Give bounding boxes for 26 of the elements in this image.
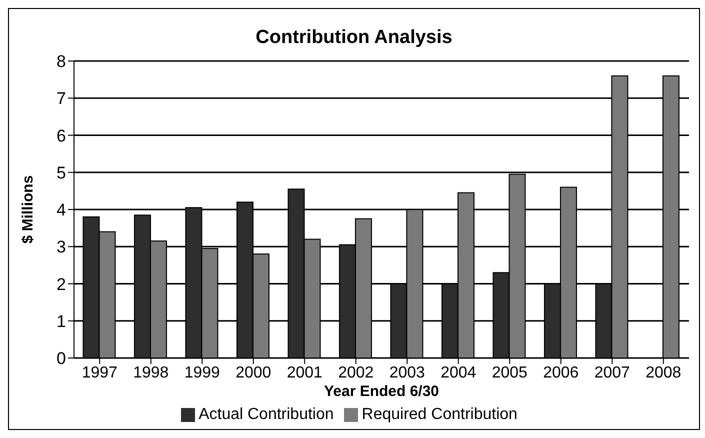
y-tick-label: 4 [56, 200, 66, 220]
y-tick-label: 7 [56, 89, 66, 108]
x-tick-label: 2006 [543, 364, 579, 382]
legend-label: Required Contribution [362, 406, 518, 423]
x-tick-label: 2005 [492, 364, 528, 382]
chart-title: Contribution Analysis [254, 27, 454, 49]
legend-label: Actual Contribution [198, 406, 334, 423]
x-tick-label: 2007 [594, 364, 630, 382]
x-tick-label: 2002 [338, 364, 374, 382]
y-tick-label: 8 [56, 52, 66, 72]
y-tick-label: 5 [56, 163, 66, 182]
x-tick-label: 2008 [646, 364, 682, 382]
y-tick-label: 6 [56, 126, 66, 146]
x-tick-label: 1999 [184, 364, 220, 382]
x-tick-label: 1997 [82, 364, 118, 382]
y-tick-label: 2 [56, 274, 66, 294]
x-tick-label: 2000 [236, 364, 272, 382]
y-tick-label: 1 [56, 312, 66, 331]
x-tick-label: 1998 [133, 364, 169, 382]
x-tick-label: 2004 [440, 364, 476, 382]
x-axis-title: Year Ended 6/30 [324, 383, 440, 400]
x-tick-label: 2001 [286, 364, 323, 382]
y-axis-title: $ Millions [19, 175, 36, 244]
y-tick-label: 0 [56, 349, 66, 368]
y-tick-label: 3 [56, 238, 66, 257]
x-tick-label: 2003 [389, 364, 426, 382]
